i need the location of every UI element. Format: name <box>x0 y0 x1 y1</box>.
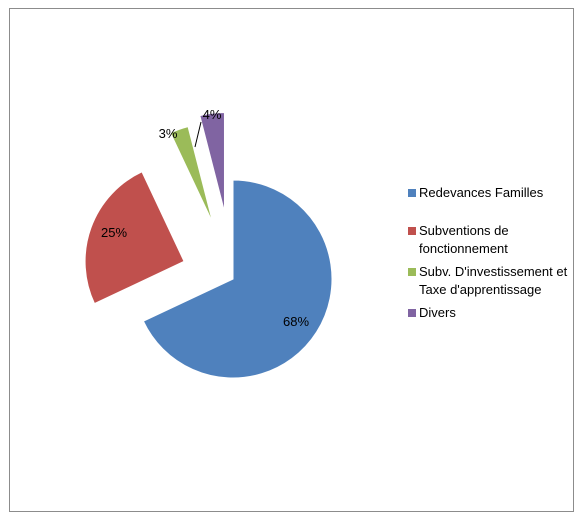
data-label-1: 68% <box>283 314 309 329</box>
legend: Redevances Familles Subventions de fonct… <box>408 184 582 322</box>
pie-slice-4 <box>199 112 225 212</box>
legend-item-divers: Divers <box>408 304 582 322</box>
legend-swatch <box>408 268 416 276</box>
data-label-4: 4% <box>203 107 222 122</box>
legend-swatch <box>408 309 416 317</box>
legend-swatch <box>408 189 416 197</box>
legend-label: Subventions de fonctionnement <box>419 223 509 256</box>
legend-item-redevances-familles: Redevances Familles <box>408 184 582 202</box>
pie-slice-1 <box>142 179 333 379</box>
legend-label: Subv. D'investissement et Taxe d'apprent… <box>419 264 568 297</box>
legend-swatch <box>408 227 416 235</box>
pie-slice-2 <box>84 171 185 305</box>
leader-line <box>194 121 202 148</box>
legend-label: Redevances Familles <box>419 185 544 200</box>
pie-slice-3 <box>169 126 214 223</box>
data-label-2: 25% <box>101 225 127 240</box>
data-label-3: 3% <box>159 126 178 141</box>
legend-item-subventions-fonctionnement: Subventions de fonctionnement <box>408 222 582 258</box>
legend-label: Divers <box>419 305 456 320</box>
legend-item-subv-investissement: Subv. D'investissement et Taxe d'apprent… <box>408 263 582 299</box>
